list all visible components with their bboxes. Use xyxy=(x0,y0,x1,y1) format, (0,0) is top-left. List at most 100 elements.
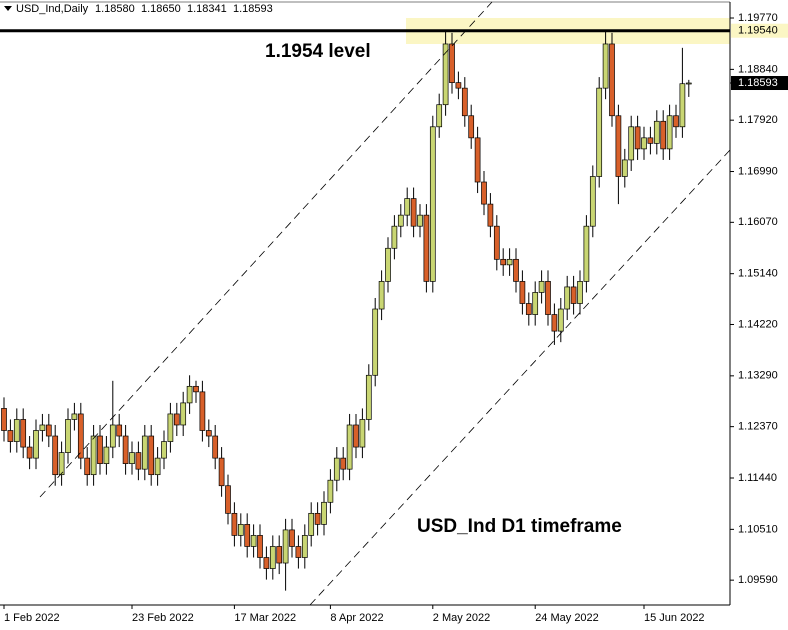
candle-body xyxy=(26,446,33,459)
candle-body xyxy=(45,424,52,437)
candle-body xyxy=(391,225,398,249)
annotation: USD_Ind D1 timeframe xyxy=(417,516,622,537)
candle-body xyxy=(13,419,20,442)
symbol-label: USD_Ind,Daily xyxy=(16,3,89,15)
x-tick-label: 15 Jun 2022 xyxy=(644,612,705,624)
candle-body xyxy=(193,385,199,393)
candle-body xyxy=(673,115,679,128)
candle-body xyxy=(628,126,635,161)
candle-body xyxy=(455,82,462,89)
candle-body xyxy=(615,115,622,177)
ohlc-label: 1.18580 xyxy=(95,3,135,15)
candle-body xyxy=(314,512,321,525)
candle-body xyxy=(660,120,667,150)
candle-body xyxy=(653,120,660,144)
candle-body xyxy=(301,535,308,558)
candle-body xyxy=(570,286,577,304)
candle-body xyxy=(519,281,526,304)
candle-body xyxy=(679,83,686,128)
candle-body xyxy=(442,43,449,106)
candle-body xyxy=(685,82,692,85)
candle-body xyxy=(90,435,97,476)
level-tag-bg xyxy=(731,23,788,38)
menu-triangle[interactable] xyxy=(4,6,12,11)
candle-body xyxy=(487,203,494,227)
y-tick-label: 1.09590 xyxy=(738,574,778,586)
marks xyxy=(1,29,692,591)
candle-body xyxy=(551,314,558,332)
candle-body xyxy=(269,546,276,569)
candle-body xyxy=(429,126,436,282)
candle-body xyxy=(103,446,110,464)
candle-body xyxy=(506,258,513,266)
candle-body xyxy=(621,159,628,177)
candle-body xyxy=(116,424,123,437)
candle-body xyxy=(641,137,647,150)
candle-body xyxy=(436,104,443,128)
candle-body xyxy=(282,529,289,564)
y-tick-label: 1.18840 xyxy=(738,63,778,75)
candle-body xyxy=(263,557,270,569)
candle-body xyxy=(52,435,59,476)
candle-body xyxy=(596,87,603,177)
y-tick-label: 1.10510 xyxy=(738,523,778,535)
candle-body xyxy=(557,308,564,332)
candle-body xyxy=(602,43,609,89)
x-tick-label: 23 Feb 2022 xyxy=(132,612,194,624)
candle-body xyxy=(33,430,39,459)
candle-body xyxy=(532,292,539,315)
candle-body xyxy=(20,419,27,448)
ohlc-label: 1.18593 xyxy=(233,3,273,15)
candle-body xyxy=(231,512,238,536)
candle-body xyxy=(333,457,340,481)
level-tag: 1.19540 xyxy=(738,25,778,37)
candle-body xyxy=(583,225,590,282)
candle-body xyxy=(186,385,193,404)
candle-body xyxy=(250,535,257,547)
candle-body xyxy=(410,198,417,227)
candle-body xyxy=(647,137,654,144)
candle-body xyxy=(295,546,302,558)
candle-body xyxy=(199,391,206,431)
candle-body xyxy=(481,181,487,205)
candle-body xyxy=(634,126,641,150)
y-tick-label: 1.11440 xyxy=(738,472,777,484)
candle-body xyxy=(423,214,430,282)
candle-body xyxy=(257,535,263,558)
candle-body xyxy=(538,281,545,293)
y-tick-label: 1.12370 xyxy=(738,421,778,433)
candle-body xyxy=(577,281,583,304)
candle-body xyxy=(404,198,411,216)
channel-upper xyxy=(39,1,493,498)
candle-body xyxy=(173,413,180,426)
candle-body xyxy=(340,457,347,470)
candle-body xyxy=(77,413,84,459)
candle-body xyxy=(148,435,155,476)
candle-body xyxy=(135,452,142,470)
candle-body xyxy=(109,424,116,448)
y-tick-label: 1.19770 xyxy=(738,12,778,24)
candle-body xyxy=(327,479,334,503)
candle-body xyxy=(129,452,135,464)
x-tick-label: 17 Mar 2022 xyxy=(234,612,296,624)
candle-body xyxy=(205,430,212,437)
candle-body xyxy=(218,457,225,487)
candle-body xyxy=(500,258,507,266)
y-tick-label: 1.16070 xyxy=(738,216,778,228)
y-tick-label: 1.14220 xyxy=(738,318,778,330)
candle-body xyxy=(321,501,327,525)
candle-body xyxy=(7,430,14,442)
candle-body xyxy=(385,247,391,282)
candle-body xyxy=(461,87,468,117)
candle-body xyxy=(122,435,129,464)
candle-body xyxy=(237,524,244,536)
candle-body xyxy=(372,308,379,376)
candle-body xyxy=(58,452,65,476)
y-tick-label: 1.13290 xyxy=(738,370,778,382)
candle-body xyxy=(71,413,78,420)
candle-body xyxy=(468,115,475,139)
candle-body xyxy=(84,457,91,476)
candle-body xyxy=(545,281,551,315)
candle-body xyxy=(525,303,532,315)
candle-body xyxy=(1,408,7,431)
